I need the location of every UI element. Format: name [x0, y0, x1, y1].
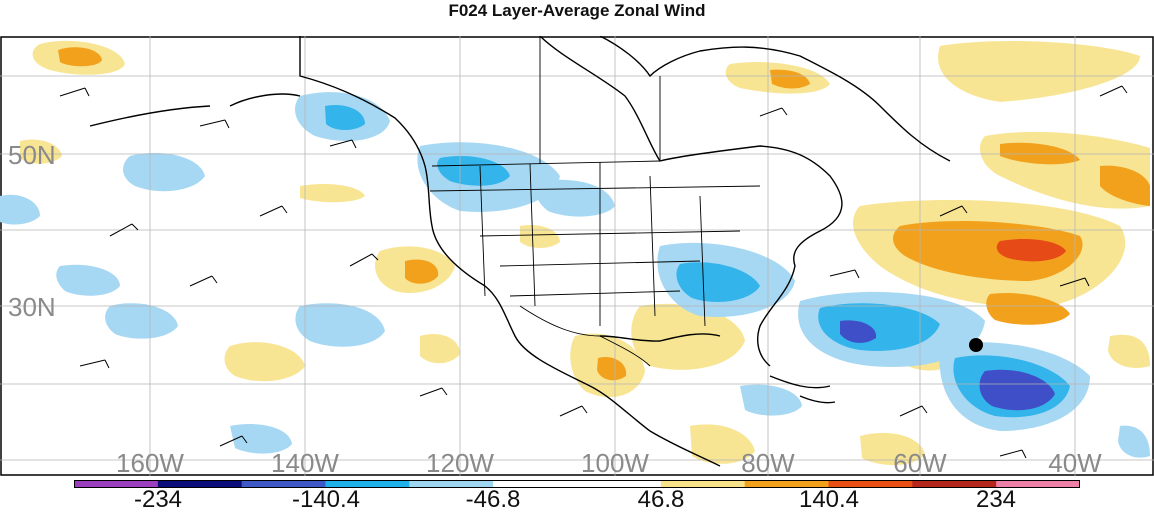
colorbar-label: -46.8	[465, 486, 521, 513]
shade-light-blue	[1118, 425, 1150, 458]
colorbar-label: 140.4	[798, 486, 860, 513]
wind-shading	[0, 40, 1150, 466]
shade-yellow	[20, 139, 62, 164]
colorbar-segment	[241, 480, 326, 488]
shade-orange	[1000, 142, 1080, 165]
shade-mid-blue	[437, 156, 510, 186]
shade-red	[996, 239, 1066, 262]
shade-yellow	[420, 334, 460, 364]
colorbar-segment	[157, 480, 243, 488]
shade-yellow	[224, 342, 305, 382]
shade-light-blue	[295, 303, 385, 347]
colorbar-label: -234	[133, 486, 183, 513]
shade-yellow	[860, 432, 925, 466]
lon-label-160w: 160W	[116, 448, 184, 476]
lon-label-60w: 60W	[893, 448, 947, 476]
marker-dot	[969, 338, 983, 352]
colorbar-segment	[912, 480, 997, 488]
shade-light-blue	[740, 384, 802, 416]
shade-mid-blue	[325, 104, 365, 130]
colorbar-label: 46.8	[637, 486, 685, 513]
wind-barbs	[59, 85, 1128, 459]
shade-yellow	[1108, 334, 1150, 369]
colorbar-segment	[493, 480, 578, 488]
colorbar-segment	[74, 480, 159, 488]
political-borders	[429, 36, 761, 367]
map-panel: 50N 30N 160W 140W 120W 100W 80W 60W 40W	[0, 36, 1154, 476]
shade-light-blue	[230, 424, 292, 454]
lon-label-40w: 40W	[1048, 448, 1102, 476]
shade-light-blue	[0, 194, 40, 225]
shade-light-blue	[123, 152, 205, 192]
lat-label-50n: 50N	[8, 140, 56, 170]
shade-light-blue	[105, 303, 178, 339]
shade-orange	[986, 292, 1070, 325]
shade-yellow	[631, 303, 745, 370]
lon-label-100w: 100W	[581, 448, 649, 476]
chart-title: F024 Layer-Average Zonal Wind	[448, 1, 706, 20]
shade-dark-blue	[840, 320, 877, 343]
shade-orange	[597, 356, 627, 381]
lon-label-140w: 140W	[271, 448, 339, 476]
colorbar-segment	[744, 480, 829, 488]
colorbar-segment	[996, 480, 1080, 488]
colorbar-outline	[74, 480, 1080, 488]
shade-mid-blue	[676, 262, 760, 302]
lon-label-80w: 80W	[741, 448, 795, 476]
shade-orange	[1100, 165, 1150, 206]
colorbar-label: 234	[975, 486, 1017, 513]
shade-light-blue	[56, 264, 120, 296]
shade-orange	[770, 69, 810, 89]
shade-yellow	[300, 184, 365, 203]
shade-orange	[405, 259, 439, 284]
colorbar-segment	[325, 480, 410, 488]
shade-yellow	[690, 424, 755, 464]
colorbar-segment	[660, 480, 746, 488]
colorbar-segment	[577, 480, 662, 488]
colorbar-segment	[409, 480, 494, 488]
lat-label-30n: 30N	[8, 292, 56, 322]
colorbar-label: -140.4	[291, 486, 361, 513]
colorbar	[74, 480, 1080, 488]
colorbar-segment	[828, 480, 913, 488]
lon-label-120w: 120W	[426, 448, 494, 476]
shade-orange	[58, 47, 102, 67]
shade-yellow	[938, 41, 1140, 102]
shade-dark-blue	[979, 369, 1055, 411]
shade-yellow	[520, 224, 560, 248]
lat-lon-grid	[0, 36, 1154, 476]
shade-orange	[893, 221, 1083, 281]
